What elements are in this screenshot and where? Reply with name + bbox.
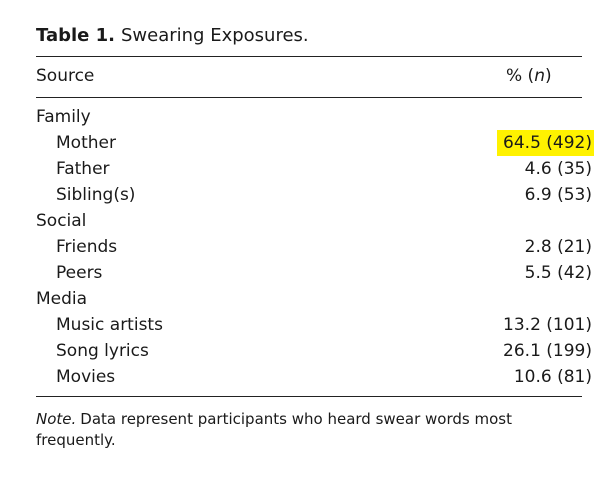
header-percent: % (n): [506, 66, 552, 86]
row-label: Father: [56, 159, 110, 179]
table-top-rule: [36, 56, 582, 57]
group-label: Family: [36, 107, 91, 127]
row-label: Mother: [56, 133, 116, 153]
row-value: 26.1 (199): [503, 341, 592, 361]
table-caption-label: Table 1.: [36, 25, 115, 46]
note-text: Data represent participants who heard sw…: [36, 410, 512, 449]
row-label: Movies: [56, 367, 116, 387]
table-caption: Table 1. Swearing Exposures.: [36, 20, 582, 52]
table-bottom-rule: [36, 396, 582, 397]
row-value-highlighted: 64.5 (492): [497, 130, 594, 156]
table-row: Movies 10.6 (81): [36, 364, 592, 390]
table-row: Mother 64.5 (492): [36, 130, 594, 156]
group-row-media: Media: [36, 286, 582, 312]
table-row: Song lyrics 26.1 (199): [36, 338, 592, 364]
note-label: Note.: [36, 410, 77, 428]
table-row: Peers 5.5 (42): [36, 260, 592, 286]
row-value: 2.8 (21): [524, 237, 592, 257]
table-row: Sibling(s) 6.9 (53): [36, 182, 592, 208]
header-source: Source: [36, 66, 95, 86]
row-value: 10.6 (81): [513, 367, 592, 387]
table-figure: Table 1. Swearing Exposures. Source % (n)…: [36, 20, 594, 451]
row-label: Song lyrics: [56, 341, 149, 361]
table-row: Friends 2.8 (21): [36, 234, 592, 260]
row-value: 6.9 (53): [524, 185, 592, 205]
group-row-social: Social: [36, 208, 582, 234]
row-label: Sibling(s): [56, 185, 136, 205]
group-row-family: Family: [36, 104, 582, 130]
row-label: Music artists: [56, 315, 163, 335]
header-percent-n: n: [534, 66, 545, 86]
row-value: 13.2 (101): [503, 315, 592, 335]
row-value: 4.6 (35): [524, 159, 592, 179]
table-body: Family Mother 64.5 (492) Father 4.6 (35)…: [36, 98, 594, 396]
header-percent-prefix: % (: [506, 66, 535, 86]
group-label: Social: [36, 211, 87, 231]
row-value: 5.5 (42): [524, 263, 592, 283]
header-percent-suffix: ): [544, 66, 552, 86]
table-caption-title: Swearing Exposures.: [121, 25, 309, 46]
row-label: Peers: [56, 263, 103, 283]
group-label: Media: [36, 289, 88, 309]
table-row: Father 4.6 (35): [36, 156, 592, 182]
table-note: Note. Data represent participants who hea…: [36, 409, 556, 451]
table-row: Music artists 13.2 (101): [36, 312, 592, 338]
table-header-row: Source % (n): [36, 57, 582, 97]
table-header-rule: [36, 97, 582, 98]
row-label: Friends: [56, 237, 118, 257]
